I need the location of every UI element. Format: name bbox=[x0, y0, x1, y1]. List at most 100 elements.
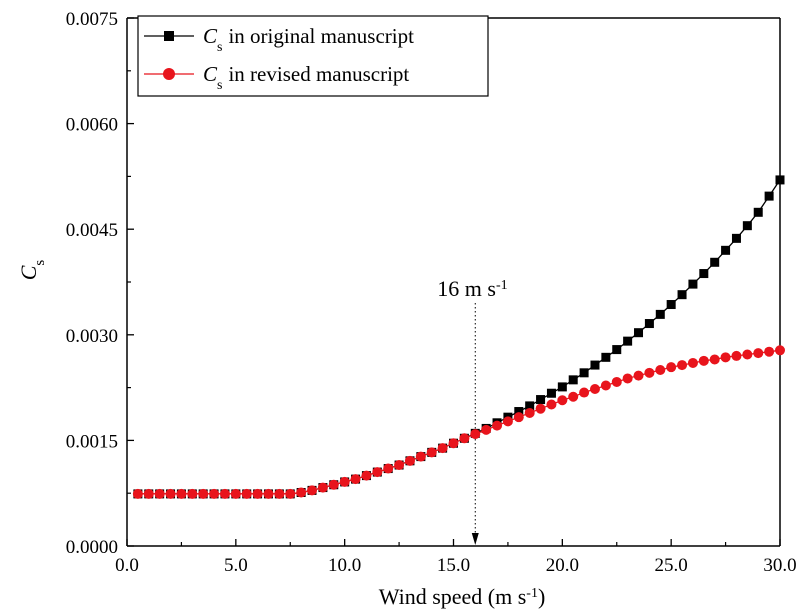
x-tick-label: 5.0 bbox=[224, 555, 248, 576]
y-tick-label: 0.0075 bbox=[66, 9, 118, 30]
data-point-circle bbox=[415, 451, 426, 462]
data-point-square bbox=[710, 257, 720, 267]
series-revised bbox=[132, 345, 785, 499]
data-point-circle bbox=[731, 350, 742, 361]
data-point-circle bbox=[372, 467, 383, 478]
data-point-square bbox=[699, 269, 709, 279]
data-point-square bbox=[677, 290, 687, 300]
data-point-circle bbox=[589, 384, 600, 395]
data-point-circle bbox=[709, 354, 720, 365]
data-point-circle bbox=[579, 387, 590, 398]
data-point-circle bbox=[677, 360, 688, 371]
legend-marker-square bbox=[164, 31, 174, 41]
annotation-label-sup: -1 bbox=[496, 278, 508, 293]
legend-label-text: in revised manuscript bbox=[228, 62, 409, 86]
data-point-circle bbox=[742, 349, 753, 360]
data-point-circle bbox=[350, 474, 361, 485]
data-point-square bbox=[514, 407, 524, 417]
legend-marker-circle bbox=[163, 68, 175, 80]
x-axis-title-close: ) bbox=[538, 584, 545, 609]
legend-item-revised: Cs in revised manuscript bbox=[144, 62, 409, 93]
annotation-16ms: 16 m s-1 bbox=[437, 276, 508, 545]
y-tick-label: 0.0000 bbox=[66, 537, 118, 558]
data-point-circle bbox=[143, 488, 154, 499]
data-point-circle bbox=[209, 488, 220, 499]
data-point-circle bbox=[524, 407, 535, 418]
data-point-circle bbox=[481, 424, 492, 435]
series-original bbox=[133, 175, 785, 499]
data-point-circle bbox=[252, 488, 263, 499]
legend-label-text: in original manuscript bbox=[228, 24, 414, 48]
data-point-circle bbox=[655, 365, 666, 375]
data-point-square bbox=[536, 395, 546, 405]
data-point-circle bbox=[633, 370, 644, 381]
data-point-circle bbox=[132, 488, 143, 499]
data-point-circle bbox=[198, 488, 209, 499]
data-point-square bbox=[634, 328, 644, 338]
data-point-square bbox=[688, 279, 698, 289]
data-point-circle bbox=[764, 346, 775, 357]
y-axis-title-sub: s bbox=[32, 260, 48, 266]
data-point-circle bbox=[775, 345, 785, 356]
legend-label: Cs in revised manuscript bbox=[203, 62, 409, 93]
x-ticks: 0.0 5.0 10.0 15.0 20.0 25.0 30.0 bbox=[115, 539, 797, 576]
data-point-square bbox=[579, 368, 589, 378]
data-point-circle bbox=[470, 429, 481, 440]
data-point-circle bbox=[165, 488, 176, 499]
data-point-square bbox=[731, 233, 741, 243]
data-point-circle bbox=[437, 443, 448, 454]
data-point-circle bbox=[720, 352, 731, 363]
y-axis-title: Cs bbox=[16, 260, 48, 281]
data-point-circle bbox=[317, 482, 328, 493]
data-point-circle bbox=[219, 488, 230, 499]
data-point-circle bbox=[753, 348, 764, 359]
data-point-circle bbox=[383, 463, 394, 474]
x-tick-label: 20.0 bbox=[546, 555, 579, 576]
data-point-circle bbox=[687, 357, 698, 368]
data-point-circle bbox=[568, 391, 579, 402]
data-point-circle bbox=[698, 355, 709, 366]
x-axis-title: Wind speed (m s-1) bbox=[379, 584, 546, 609]
data-point-circle bbox=[502, 416, 513, 427]
data-point-circle bbox=[557, 395, 568, 406]
x-axis-title-main: Wind speed (m s bbox=[379, 584, 527, 609]
y-tick-label: 0.0060 bbox=[66, 115, 118, 136]
data-point-square bbox=[775, 175, 785, 185]
data-point-circle bbox=[307, 485, 318, 496]
legend: Cs in original manuscript Cs in revised man… bbox=[137, 15, 489, 97]
data-point-square bbox=[525, 401, 535, 411]
y-tick-label: 0.0045 bbox=[66, 220, 118, 241]
data-point-square bbox=[612, 345, 622, 355]
legend-box bbox=[137, 15, 489, 97]
data-point-square bbox=[546, 388, 556, 398]
data-point-circle bbox=[230, 488, 241, 499]
data-point-circle bbox=[241, 488, 252, 499]
data-point-square bbox=[742, 221, 752, 231]
data-point-square bbox=[666, 300, 676, 310]
data-point-circle bbox=[154, 488, 165, 499]
legend-label-sub: s bbox=[217, 40, 222, 55]
data-point-circle bbox=[622, 373, 633, 384]
data-point-circle bbox=[187, 488, 198, 499]
annotation-label: 16 m s-1 bbox=[437, 276, 507, 301]
data-point-circle bbox=[459, 433, 470, 444]
data-point-square bbox=[557, 382, 567, 392]
data-point-square bbox=[601, 352, 611, 362]
y-ticks: 0.0000 0.0015 0.0030 0.0045 0.0060 0.0075 bbox=[66, 9, 134, 558]
x-tick-label: 25.0 bbox=[655, 555, 688, 576]
legend-label-prefix: C bbox=[203, 24, 218, 48]
annotation-arrowhead bbox=[471, 533, 479, 545]
legend-label-prefix: C bbox=[203, 62, 218, 86]
data-point-circle bbox=[644, 367, 655, 378]
data-point-square bbox=[655, 309, 665, 319]
annotation-label-main: 16 m s bbox=[437, 276, 496, 301]
data-point-square bbox=[753, 207, 763, 217]
data-point-circle bbox=[600, 380, 611, 391]
x-tick-label: 0.0 bbox=[115, 555, 139, 576]
data-point-circle bbox=[546, 399, 557, 410]
x-axis-title-sup: -1 bbox=[526, 586, 538, 601]
data-point-circle bbox=[404, 455, 415, 466]
data-point-circle bbox=[263, 488, 274, 499]
data-point-circle bbox=[328, 479, 339, 490]
